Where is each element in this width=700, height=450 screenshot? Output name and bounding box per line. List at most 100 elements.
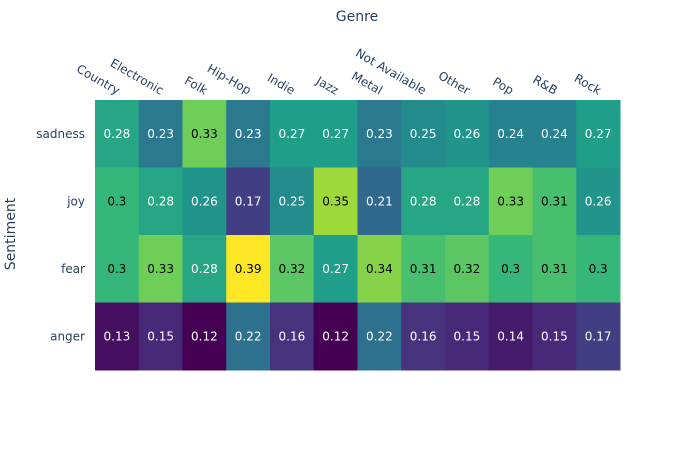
heatmap-cell-anger-Hip-Hop	[226, 302, 271, 371]
heatmap-cell-joy-R&B	[532, 167, 577, 236]
heatmap-cell-joy-Not Available	[401, 167, 446, 236]
x-tick-label: Not Available	[353, 46, 429, 98]
heatmap-cell-joy-Electronic	[138, 167, 183, 236]
heatmap-cell-sadness-Folk	[182, 100, 227, 168]
y-tick-label: joy	[66, 194, 85, 208]
heatmap-cell-value: 0.3	[589, 262, 608, 276]
heatmap-cell-anger-Folk	[182, 302, 227, 371]
y-tick-label: anger	[50, 329, 85, 343]
y-axis-ticks: sadness joy fear anger	[36, 127, 85, 344]
heatmap-cell-fear-Country	[95, 235, 140, 303]
heatmap-cell-value: 0.33	[497, 194, 524, 208]
x-tick-label: Hip-Hop	[205, 61, 254, 97]
heatmap-cell-sadness-Hip-Hop	[226, 100, 271, 168]
heatmap-cell-value: 0.21	[366, 194, 393, 208]
heatmap-cell-fear-Electronic	[138, 235, 183, 303]
heatmap-cell-anger-Metal	[357, 302, 402, 371]
heatmap-cell-value: 0.39	[235, 262, 262, 276]
heatmap-cell-sadness-Metal	[357, 100, 402, 168]
heatmap-cell-value: 0.31	[410, 262, 437, 276]
heatmap-cell-value: 0.12	[191, 329, 218, 343]
heatmap-cell-fear-Jazz	[313, 235, 358, 303]
heatmap-cell-anger-Other	[445, 302, 490, 371]
heatmap-cell-value: 0.32	[279, 262, 306, 276]
heatmap-cell-anger-Country	[95, 302, 140, 371]
x-tick-label: R&B	[530, 73, 559, 98]
heatmap-cell-value: 0.28	[147, 194, 174, 208]
heatmap-cell-value: 0.16	[410, 329, 437, 343]
heatmap-cell-sadness-Pop	[488, 100, 533, 168]
x-axis-title: Genre	[336, 9, 378, 25]
heatmap-cell-value: 0.23	[235, 127, 262, 141]
heatmap-cell-joy-Hip-Hop	[226, 167, 271, 236]
heatmap-cell-value: 0.34	[366, 262, 393, 276]
heatmap-cell-value: 0.25	[279, 194, 306, 208]
heatmap-cell-value: 0.31	[541, 194, 568, 208]
heatmap-cells	[95, 100, 621, 371]
heatmap-cell-sadness-Not Available	[401, 100, 446, 168]
heatmap-cell-anger-R&B	[532, 302, 577, 371]
heatmap-cell-value: 0.13	[104, 329, 131, 343]
heatmap-cell-value: 0.25	[410, 127, 437, 141]
heatmap-cell-value: 0.17	[235, 194, 262, 208]
heatmap-cell-value: 0.28	[191, 262, 218, 276]
heatmap-cell-anger-Electronic	[138, 302, 183, 371]
heatmap-cell-sadness-R&B	[532, 100, 577, 168]
heatmap-cell-value: 0.15	[147, 329, 174, 343]
heatmap-cell-value: 0.27	[322, 262, 349, 276]
heatmap-cell-joy-Jazz	[313, 167, 358, 236]
heatmap-cell-value: 0.24	[541, 127, 568, 141]
heatmap-cell-fear-Other	[445, 235, 490, 303]
heatmap-cell-value: 0.15	[541, 329, 568, 343]
heatmap-cell-sadness-Country	[95, 100, 140, 168]
heatmap-cell-value: 0.24	[497, 127, 524, 141]
heatmap-cell-value: 0.31	[541, 262, 568, 276]
heatmap-cell-joy-Folk	[182, 167, 227, 236]
heatmap-cell-joy-Pop	[488, 167, 533, 236]
heatmap-cell-value: 0.28	[104, 127, 131, 141]
heatmap-cell-value: 0.26	[191, 194, 218, 208]
heatmap-cell-value: 0.23	[366, 127, 393, 141]
x-tick-label: Jazz	[313, 73, 341, 97]
heatmap-cell-value: 0.14	[497, 329, 524, 343]
heatmap-cell-value: 0.35	[322, 194, 349, 208]
heatmap-cell-value: 0.27	[279, 127, 306, 141]
heatmap-cell-anger-Pop	[488, 302, 533, 371]
heatmap-cell-fear-R&B	[532, 235, 577, 303]
heatmap-cell-fear-Rock	[576, 235, 621, 303]
heatmap-cell-anger-Indie	[270, 302, 315, 371]
heatmap-cell-value: 0.28	[454, 194, 481, 208]
x-tick-label: Indie	[265, 71, 298, 98]
heatmap-cell-value: 0.28	[410, 194, 437, 208]
heatmap-cell-fear-Hip-Hop	[226, 235, 271, 303]
heatmap-cell-sadness-Indie	[270, 100, 315, 168]
y-axis-title: Sentiment	[3, 197, 19, 270]
y-tick-label: sadness	[36, 127, 85, 141]
heatmap-cell-sadness-Electronic	[138, 100, 183, 168]
heatmap-cell-fear-Pop	[488, 235, 533, 303]
heatmap-cell-anger-Jazz	[313, 302, 358, 371]
heatmap-cell-joy-Rock	[576, 167, 621, 236]
heatmap-cell-sadness-Jazz	[313, 100, 358, 168]
heatmap-cell-anger-Not Available	[401, 302, 446, 371]
heatmap-cell-fear-Metal	[357, 235, 402, 303]
heatmap-cell-value: 0.27	[585, 127, 612, 141]
heatmap-cell-value: 0.27	[322, 127, 349, 141]
heatmap-cell-value: 0.26	[585, 194, 612, 208]
heatmap-cell-value: 0.16	[279, 329, 306, 343]
heatmap-cell-value: 0.33	[191, 127, 218, 141]
heatmap-cell-joy-Other	[445, 167, 490, 236]
heatmap-cell-joy-Indie	[270, 167, 315, 236]
heatmap-cell-value: 0.26	[454, 127, 481, 141]
x-tick-label: Rock	[572, 71, 604, 97]
heatmap-cell-fear-Indie	[270, 235, 315, 303]
heatmap-cell-value: 0.22	[366, 329, 393, 343]
heatmap-cell-joy-Country	[95, 167, 140, 236]
heatmap-cell-value: 0.3	[107, 194, 126, 208]
heatmap-cell-value: 0.23	[147, 127, 174, 141]
heatmap-cell-sadness-Rock	[576, 100, 621, 168]
heatmap-cell-value: 0.3	[107, 262, 126, 276]
y-tick-label: fear	[61, 262, 85, 276]
